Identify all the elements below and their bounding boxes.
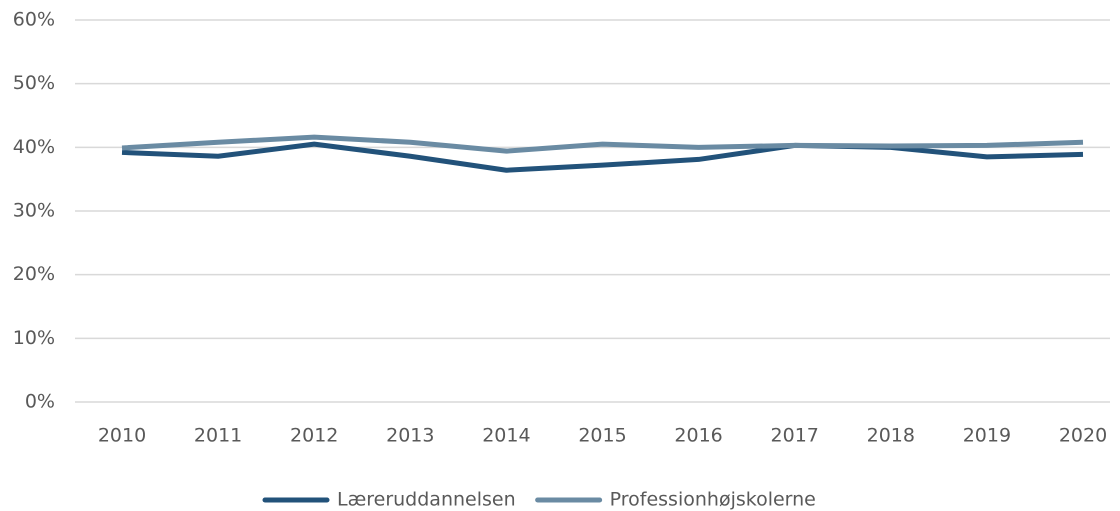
y-tick-label: 20% <box>13 263 55 285</box>
x-tick-label: 2010 <box>98 425 146 447</box>
legend-label: Læreruddannelsen <box>337 489 516 511</box>
legend-label: Professionhøjskolerne <box>610 489 816 511</box>
y-tick-label: 30% <box>13 200 55 222</box>
x-tick-label: 2012 <box>290 425 338 447</box>
series-line <box>121 134 1084 154</box>
x-tick-label: 2018 <box>867 425 915 447</box>
x-tick-label: 2017 <box>771 425 819 447</box>
x-tick-label: 2011 <box>194 425 242 447</box>
x-tick-label: 2014 <box>482 425 530 447</box>
y-tick-label: 10% <box>13 327 55 349</box>
y-tick-label: 0% <box>25 391 55 413</box>
x-tick-label: 2020 <box>1059 425 1107 447</box>
series-line <box>121 141 1084 173</box>
y-tick-label: 60% <box>13 9 55 31</box>
x-tick-label: 2015 <box>578 425 626 447</box>
x-tick-label: 2019 <box>963 425 1011 447</box>
y-tick-label: 40% <box>13 136 55 158</box>
x-tick-label: 2013 <box>386 425 434 447</box>
y-tick-label: 50% <box>13 72 55 94</box>
x-tick-label: 2016 <box>674 425 722 447</box>
